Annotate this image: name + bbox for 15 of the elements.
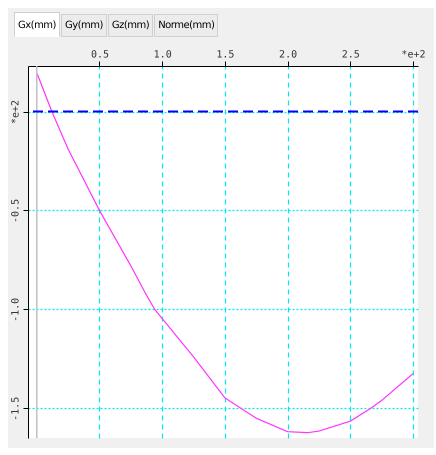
- text: Gx(mm): [14, 12, 60, 37]
- x-tick-label: 1.5: [216, 50, 234, 60]
- x-tick-label: 2.5: [342, 50, 360, 60]
- text: Gz(mm): [108, 14, 154, 37]
- x-tick-label: *e+2: [401, 50, 426, 60]
- text: Gy(mm): [60, 14, 107, 37]
- y-tick-label: -1.5: [10, 396, 22, 421]
- x-tick-label: 2.0: [279, 50, 298, 60]
- y-tick-label: -0.5: [10, 198, 22, 223]
- x-tick-label: 0.5: [90, 50, 110, 60]
- y-tick-label: -1.0: [10, 298, 22, 322]
- x-tick-label: 1.0: [154, 50, 172, 60]
- line-series: [36, 72, 414, 434]
- text: Norme(mm): [154, 14, 218, 37]
- y-tick-label: *e+2: [10, 100, 22, 124]
